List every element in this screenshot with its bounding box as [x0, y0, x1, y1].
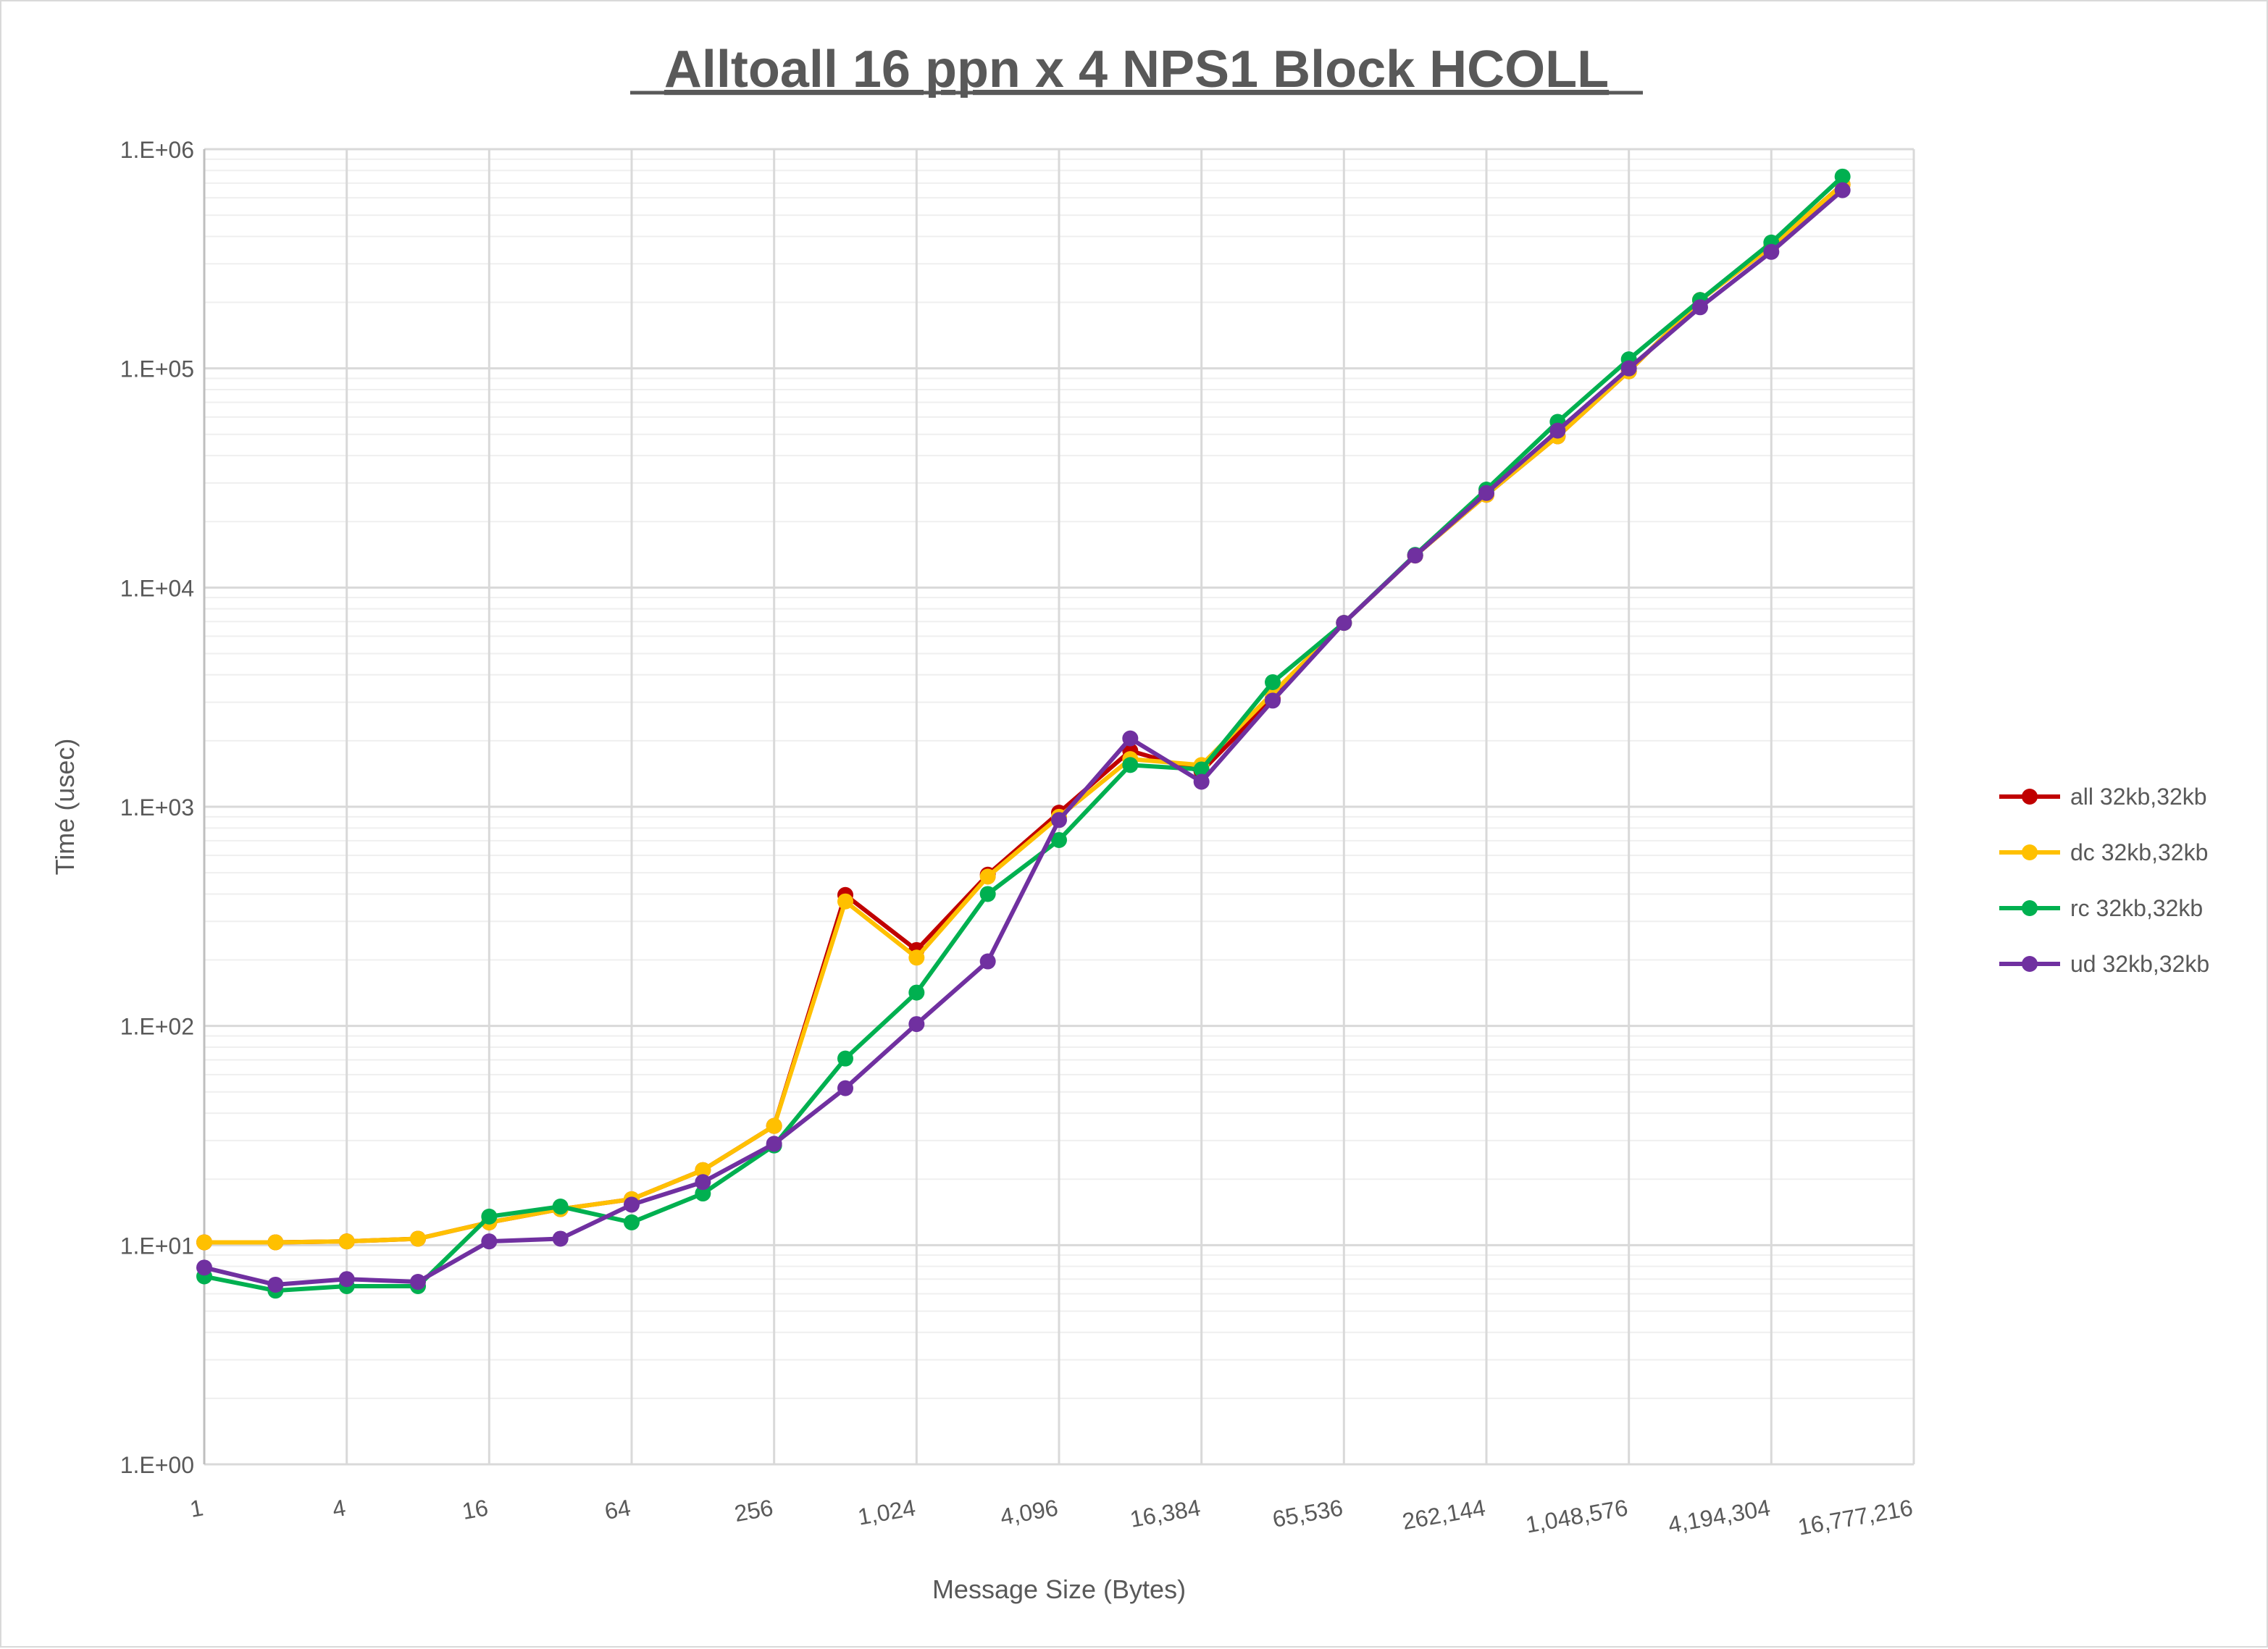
data-point: [338, 1271, 355, 1288]
x-tick-label: 4,096: [998, 1494, 1060, 1530]
x-tick-label: 4: [330, 1494, 348, 1522]
legend-item: all 32kb,32kb: [1999, 784, 2207, 810]
data-point: [1265, 692, 1281, 709]
data-point: [908, 984, 925, 1001]
data-point: [196, 1259, 212, 1276]
series-ud: [196, 182, 1851, 1293]
data-point: [1407, 547, 1423, 564]
data-point: [624, 1214, 640, 1230]
data-point: [1549, 422, 1566, 439]
x-axis-title: Message Size (Bytes): [932, 1574, 1186, 1604]
series-line: [204, 182, 1844, 1245]
data-point: [837, 893, 853, 910]
data-point: [766, 1136, 782, 1152]
y-tick-label: 1.E+03: [120, 794, 194, 821]
x-tick-label: 16,777,216: [1796, 1494, 1915, 1540]
data-point: [1122, 730, 1139, 747]
data-point: [1193, 761, 1210, 778]
legend-marker-icon: [2022, 900, 2038, 916]
x-tick-label: 256: [732, 1494, 775, 1527]
x-tick-labels: 1 4 16 64 256 1,024 4,096 16,384 65,536 262,144 1,…: [188, 1494, 1915, 1540]
legend-marker-icon: [2022, 844, 2038, 860]
legend-item: dc 32kb,32kb: [1999, 839, 2208, 865]
data-point: [1478, 484, 1494, 501]
data-point: [267, 1234, 284, 1251]
legend: all 32kb,32kb dc 32kb,32kb rc 32kb,32kb ud …: [1999, 784, 2209, 977]
y-tick-label: 1.E+04: [120, 575, 194, 601]
data-point: [1692, 299, 1708, 316]
data-point: [1122, 757, 1139, 773]
y-tick-labels: 1.E+00 1.E+01 1.E+02 1.E+03 1.E+04 1.E+05 1.E+…: [120, 137, 194, 1478]
legend-label: ud 32kb,32kb: [2070, 951, 2209, 977]
x-tick-label: 1: [188, 1494, 205, 1522]
y-tick-label: 1.E+00: [120, 1452, 194, 1478]
data-point: [481, 1233, 498, 1250]
data-point: [1834, 168, 1851, 185]
data-point: [695, 1174, 711, 1191]
data-point: [1834, 182, 1851, 198]
data-point: [1620, 360, 1637, 377]
legend-label: all 32kb,32kb: [2070, 784, 2207, 810]
chart-title: Alltoall 16 ppn x 4 NPS1 Block HCOLL: [664, 41, 1609, 98]
data-point: [1763, 243, 1780, 260]
data-point: [837, 1050, 853, 1067]
data-point: [481, 1208, 498, 1225]
data-point: [552, 1230, 569, 1247]
series-line: [204, 182, 1844, 1245]
series-line: [204, 175, 1844, 1293]
data-point: [624, 1196, 640, 1213]
x-tick-label: 1,048,576: [1523, 1494, 1629, 1537]
data-point: [410, 1274, 426, 1291]
y-axis-title: Time (usec): [50, 739, 80, 876]
y-tick-label: 1.E+01: [120, 1233, 194, 1259]
series-rc: [196, 168, 1851, 1299]
data-point: [695, 1162, 711, 1178]
x-tick-label: 16: [460, 1494, 490, 1524]
x-tick-label: 65,536: [1271, 1494, 1345, 1532]
legend-item: rc 32kb,32kb: [1999, 895, 2203, 921]
series-dc: [196, 176, 1851, 1251]
x-tick-label: 262,144: [1400, 1494, 1487, 1535]
y-tick-label: 1.E+05: [120, 356, 194, 382]
data-point: [1051, 831, 1067, 848]
data-point: [837, 1080, 853, 1096]
legend-marker-icon: [2022, 789, 2038, 805]
data-point: [695, 1186, 711, 1202]
legend-label: dc 32kb,32kb: [2070, 839, 2208, 865]
data-point: [908, 1016, 925, 1033]
legend-marker-icon: [2022, 956, 2038, 972]
x-tick-label: 64: [603, 1494, 632, 1524]
data-point: [552, 1199, 569, 1215]
y-tick-label: 1.E+06: [120, 137, 194, 163]
series-group: [196, 168, 1851, 1299]
data-point: [1051, 812, 1067, 828]
data-point: [979, 886, 996, 902]
data-point: [766, 1117, 782, 1134]
data-point: [1265, 674, 1281, 691]
data-point: [267, 1276, 284, 1293]
y-tick-label: 1.E+02: [120, 1014, 194, 1040]
data-point: [338, 1233, 355, 1250]
data-point: [410, 1230, 426, 1247]
data-point: [979, 868, 996, 885]
data-point: [908, 949, 925, 966]
data-point: [1193, 773, 1210, 790]
legend-label: rc 32kb,32kb: [2070, 895, 2203, 921]
grid: [203, 148, 1915, 1466]
data-point: [196, 1234, 212, 1251]
data-point: [979, 953, 996, 970]
legend-item: ud 32kb,32kb: [1999, 951, 2209, 977]
x-tick-label: 16,384: [1128, 1494, 1202, 1532]
series-line: [204, 188, 1844, 1287]
series-all: [196, 176, 1851, 1251]
data-point: [1336, 615, 1352, 632]
x-tick-label: 1,024: [855, 1494, 917, 1530]
x-tick-label: 4,194,304: [1666, 1494, 1772, 1537]
